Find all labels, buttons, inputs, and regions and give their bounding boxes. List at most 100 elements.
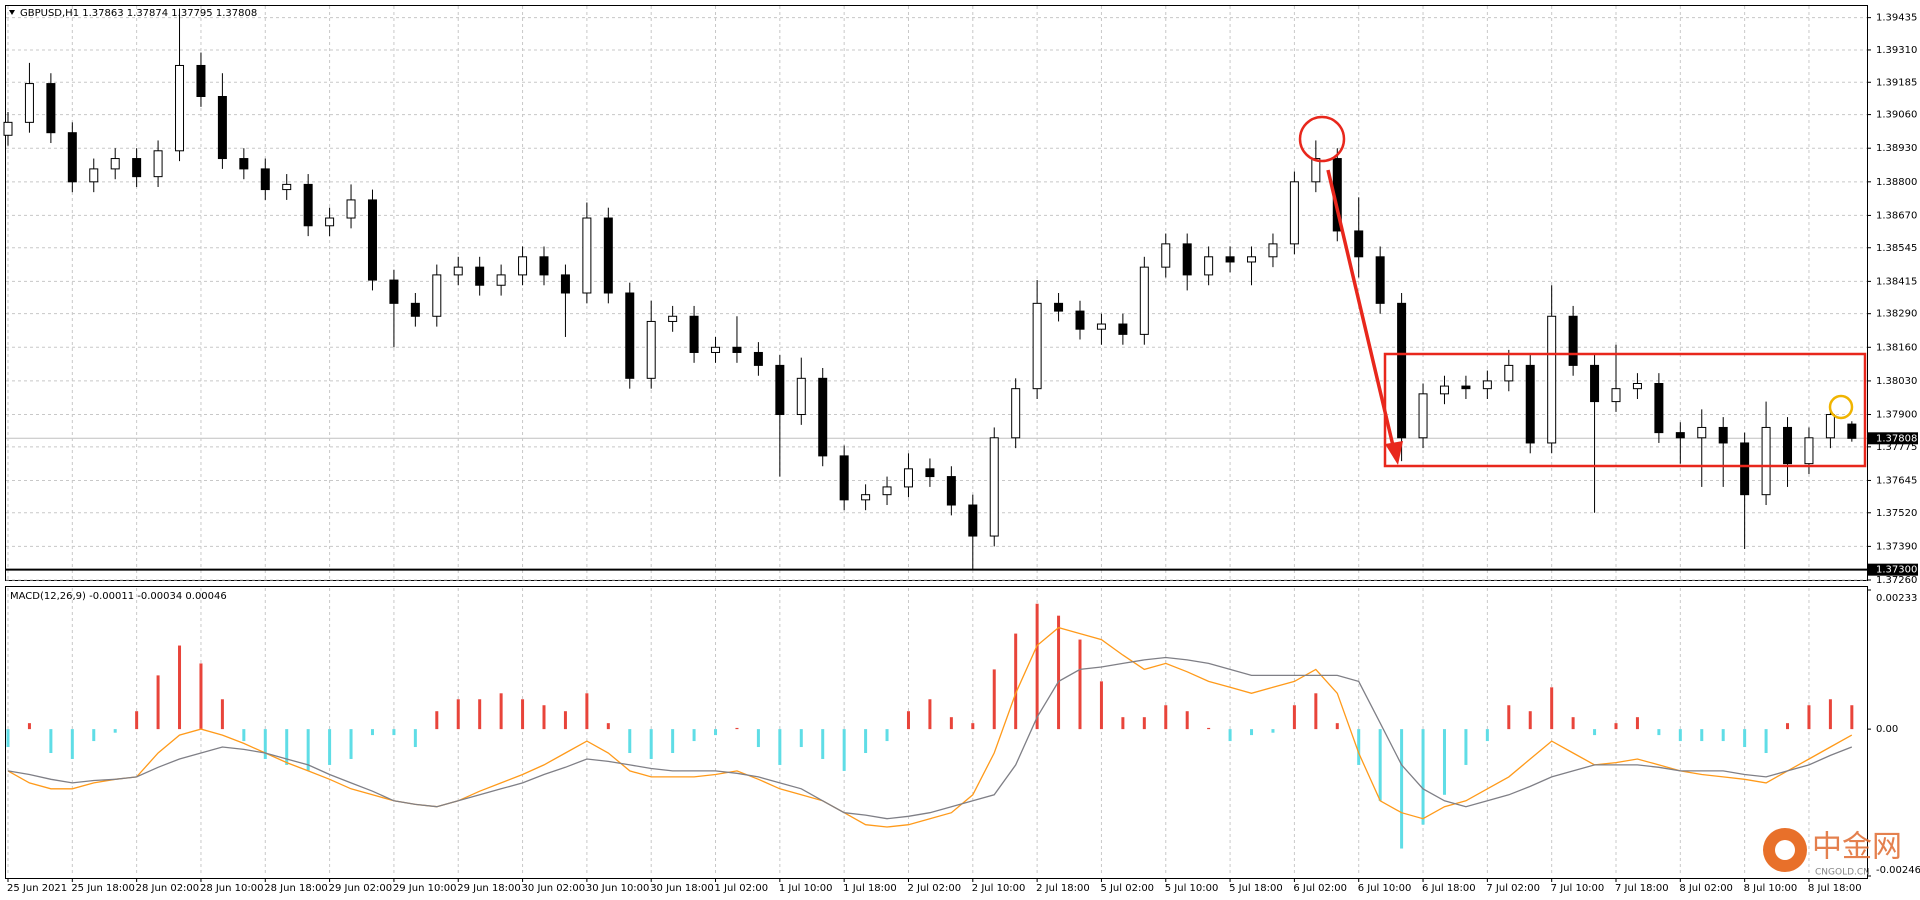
x-tick-label: 8 Jul 02:00 (1679, 883, 1733, 894)
macd-bar (692, 729, 696, 742)
candle-body (1289, 181, 1299, 245)
y-tick-label: 1.38160 (1876, 342, 1917, 353)
macd-bar (1164, 705, 1168, 730)
macd-bar (585, 693, 589, 730)
candle-body (775, 364, 785, 416)
candle-body (1247, 256, 1257, 263)
candle-body (260, 168, 270, 191)
candle-body (1096, 323, 1106, 330)
macd-bar (499, 693, 503, 730)
candle-body (668, 315, 678, 322)
x-tick-label: 30 Jun 10:00 (586, 883, 650, 894)
macd-bar (1442, 729, 1446, 795)
marks (3, 8, 1857, 849)
macd-bar (671, 729, 675, 754)
macd-bar (1292, 705, 1296, 730)
macd-bar (306, 729, 310, 771)
candle-body (1311, 158, 1321, 183)
macd-bar (563, 711, 567, 730)
macd-bar (113, 729, 117, 733)
macd-bar (49, 729, 53, 754)
macd-bar (27, 723, 31, 730)
candle-body (153, 150, 163, 178)
macd-bar (864, 729, 868, 754)
macd-bar (263, 729, 267, 759)
candle-body (303, 183, 313, 227)
candle-body (560, 274, 570, 294)
candle-body (1182, 243, 1192, 276)
macd-bar (392, 729, 396, 736)
candle-body (1611, 388, 1621, 403)
candle-body (1397, 302, 1407, 439)
macd-bar (1657, 729, 1661, 736)
macd-bar (1271, 729, 1275, 733)
macd-bar (606, 723, 610, 730)
y-tick-label: 1.37645 (1876, 475, 1917, 486)
y-tick-label: 1.39435 (1876, 13, 1917, 24)
watermark: 中金网 CNGOLD.CN (1763, 828, 1902, 878)
macd-bar (199, 663, 203, 730)
y-tick-label: 1.38290 (1876, 309, 1917, 320)
macd-bar (70, 729, 74, 759)
macd-bar (1786, 723, 1790, 730)
candle-body (1783, 426, 1793, 465)
candle-body (968, 504, 978, 537)
level-label: 1.37300 (1876, 565, 1917, 576)
macd-bar (1228, 729, 1232, 742)
x-tick-label: 8 Jul 18:00 (1808, 883, 1862, 894)
macd-bar (1421, 729, 1425, 825)
candle-body (110, 158, 120, 170)
macd-bar (1314, 693, 1318, 730)
candle-body (518, 256, 528, 276)
y-tick-label: 1.38670 (1876, 210, 1917, 221)
symbol-menu-icon[interactable] (9, 10, 15, 15)
range-box (1383, 352, 1867, 468)
candle-body (1032, 302, 1042, 390)
x-tick-label: 5 Jul 18:00 (1229, 883, 1283, 894)
macd-bar (220, 699, 224, 730)
candle-body (1547, 315, 1557, 444)
macd-bar (478, 699, 482, 730)
candle-body (582, 217, 592, 294)
candle-body (1118, 323, 1128, 335)
macd-bar (1057, 615, 1061, 730)
y-tick-label: 1.37520 (1876, 508, 1917, 519)
macd-bar (135, 711, 139, 730)
candle-body (1461, 385, 1471, 390)
candle-body (196, 64, 206, 97)
annotations (1298, 115, 1867, 468)
macd-bar (1571, 717, 1575, 730)
candle-body (946, 476, 956, 506)
macd-bar (799, 729, 803, 748)
candle-body (882, 486, 892, 496)
candle-body (1847, 423, 1857, 439)
candle-body (89, 168, 99, 183)
macd-bar (628, 729, 632, 754)
candle-body (1568, 315, 1578, 366)
candle-body (1654, 382, 1664, 434)
candle-body (1354, 230, 1364, 258)
x-tick-label: 28 Jun 10:00 (200, 883, 264, 894)
candle-body (818, 377, 828, 457)
candle-body (1804, 437, 1814, 465)
macd-bar (906, 711, 910, 730)
x-tick-label: 1 Jul 10:00 (779, 883, 833, 894)
macd-bar (1528, 711, 1532, 730)
x-tick-label: 29 Jun 02:00 (329, 883, 393, 894)
macd-bar (1807, 705, 1811, 730)
x-tick-label: 28 Jun 18:00 (264, 883, 328, 894)
macd-bar (521, 699, 525, 730)
candle-body (796, 377, 806, 416)
y-tick-label: 1.38800 (1876, 177, 1917, 188)
y-tick-label: 0.00233 (1876, 593, 1917, 604)
x-tick-label: 7 Jul 10:00 (1551, 883, 1605, 894)
candle-body (603, 217, 613, 294)
macd-bar (285, 729, 289, 765)
candle-body (861, 494, 871, 501)
y-tick-label: 1.37775 (1876, 442, 1917, 453)
macd-bar (1121, 717, 1125, 730)
candle-body (989, 437, 999, 537)
candle-body (1697, 426, 1707, 439)
macd-bar (242, 729, 246, 742)
